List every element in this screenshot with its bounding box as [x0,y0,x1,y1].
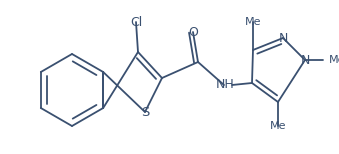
Text: NH: NH [216,79,234,91]
Text: Cl: Cl [130,16,142,28]
Text: Me: Me [245,17,261,27]
Text: Me: Me [270,121,286,131]
Text: O: O [188,26,198,38]
Text: N: N [278,32,288,45]
Text: N: N [300,53,310,67]
Text: S: S [141,105,149,118]
Text: Me: Me [329,55,339,65]
